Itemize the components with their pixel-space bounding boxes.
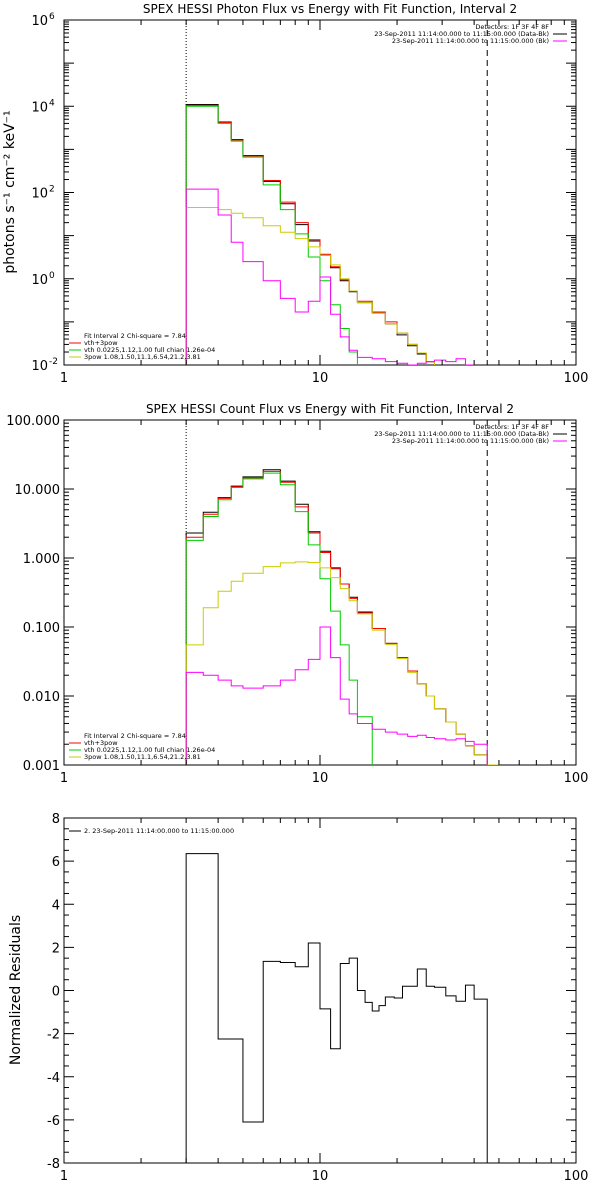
count-flux-title: SPEX HESSI Count Flux vs Energy with Fit… bbox=[146, 402, 514, 416]
residuals-axes: 1 10 100 -8 -6 -4 -2 0 2 4 6 8 bbox=[47, 812, 588, 1184]
x-tick-label: 10 bbox=[312, 1169, 329, 1184]
photon-flux-ylabel: photons s⁻¹ cm⁻² keV⁻¹ bbox=[2, 110, 18, 273]
count-flux-axes: 1 10 100 0.001 0.010 0.100 1.000 10.000 100.000 bbox=[6, 414, 588, 786]
legend-header: Detectors: 1F 3F 4F 8F bbox=[475, 23, 549, 31]
y-tick-label: -6 bbox=[47, 1114, 60, 1129]
y-tick-label: 0.001 bbox=[23, 759, 60, 774]
series-line-vth+3pow bbox=[185, 104, 435, 365]
x-tick-label: 100 bbox=[564, 1169, 589, 1184]
count-flux-panel: SPEX HESSI Count Flux vs Energy with Fit… bbox=[6, 402, 588, 786]
y-tick-label: 1.000 bbox=[23, 552, 60, 567]
y-tick-label: 6 bbox=[52, 855, 60, 870]
fit-legend-header: Fit Interval 2 Chi-square = 7.84 bbox=[84, 732, 186, 740]
legend-entry-label: 23-Sep-2011 11:14:00.000 to 11:15:00.000… bbox=[392, 437, 549, 445]
y-tick-label: 4 bbox=[52, 898, 60, 913]
legend-entry-label: 23-Sep-2011 11:14:00.000 to 11:15:00.000… bbox=[374, 430, 549, 438]
residuals-panel: Normalized Residuals 1 10 100 -8 -6 -4 -2 0 2 4 6 8… bbox=[8, 812, 588, 1184]
y-tick-exponent: -2 bbox=[49, 357, 58, 367]
x-tick-label: 1 bbox=[60, 771, 68, 786]
photon-flux-title: SPEX HESSI Photon Flux vs Energy with Fi… bbox=[143, 2, 517, 16]
series-line-data bbox=[185, 469, 488, 765]
photon-flux-plot-frame bbox=[63, 19, 577, 366]
y-tick-label: 10 bbox=[31, 273, 48, 288]
legend-entry-label: 23-Sep-2011 11:14:00.000 to 11:15:00.000… bbox=[392, 37, 549, 45]
y-tick-label: 0.010 bbox=[23, 690, 60, 705]
fit-legend-label: 2. 23-Sep-2011 11:14:00.000 to 11:15:00.… bbox=[84, 827, 234, 835]
x-tick-label: 100 bbox=[564, 371, 589, 386]
y-tick-label: -8 bbox=[47, 1157, 60, 1172]
series-line-2. 23-Sep-2011 11:14:00.000 to 11:15:00.000 bbox=[185, 853, 488, 1163]
residuals-legend: 2. 23-Sep-2011 11:14:00.000 to 11:15:00.… bbox=[69, 827, 234, 835]
fit-legend-label: vth 0.0225,1.12,1.00 full chian 1.26e-04 bbox=[84, 746, 215, 754]
legend-header: Detectors: 1F 3F 4F 8F bbox=[475, 423, 549, 431]
photon-flux-panel: SPEX HESSI Photon Flux vs Energy with Fi… bbox=[2, 2, 588, 386]
y-tick-label: 10 bbox=[31, 100, 48, 115]
legend-entry-label: 23-Sep-2011 11:14:00.000 to 11:15:00.000… bbox=[374, 30, 549, 38]
photon-flux-series-group bbox=[185, 20, 488, 365]
series-line-vth+3pow bbox=[185, 470, 500, 765]
fit-legend-label: 3pow 1.08,1.50,11.1,6.54,21.2,3.81 bbox=[84, 753, 201, 761]
series-line-vth bbox=[185, 472, 373, 765]
y-tick-label: 10 bbox=[31, 14, 48, 29]
fit-legend-label: vth+3pow bbox=[84, 739, 118, 747]
y-tick-label: -2 bbox=[47, 1028, 60, 1043]
fit-legend-header: Fit Interval 2 Chi-square = 7.84 bbox=[84, 332, 186, 340]
y-tick-label: 10 bbox=[31, 187, 48, 202]
series-line-data bbox=[185, 103, 435, 365]
series-line-vth bbox=[185, 105, 358, 365]
x-tick-label: 10 bbox=[312, 371, 329, 386]
count-flux-series-group bbox=[185, 420, 500, 765]
fit-legend-label: vth 0.0225,1.12,1.00 full chian 1.26e-04 bbox=[84, 346, 215, 354]
y-tick-exponent: 6 bbox=[49, 12, 55, 22]
y-tick-label: 2 bbox=[52, 941, 60, 956]
series-line-3pow bbox=[185, 561, 500, 765]
series-line-Bk bbox=[185, 188, 475, 365]
y-tick-label: 10.000 bbox=[15, 483, 61, 498]
x-tick-label: 1 bbox=[60, 1169, 68, 1184]
y-tick-label: 0.100 bbox=[23, 621, 60, 636]
y-tick-label: 0 bbox=[52, 985, 60, 1000]
residuals-ylabel: Normalized Residuals bbox=[8, 915, 24, 1065]
y-tick-label: 8 bbox=[52, 812, 60, 827]
fit-legend-label: 3pow 1.08,1.50,11.1,6.54,21.2,3.81 bbox=[84, 353, 201, 361]
y-tick-exponent: 4 bbox=[49, 98, 55, 108]
fit-legend-label: vth+3pow bbox=[84, 339, 118, 347]
y-tick-label: 10 bbox=[31, 359, 48, 374]
x-tick-label: 100 bbox=[564, 771, 589, 786]
y-tick-label: 100.000 bbox=[6, 414, 60, 429]
series-line-3pow bbox=[185, 206, 435, 365]
count-flux-plot-frame bbox=[63, 419, 577, 766]
residuals-series-group bbox=[185, 853, 488, 1163]
y-tick-label: -4 bbox=[47, 1071, 60, 1086]
series-line-Bk bbox=[185, 626, 488, 765]
y-tick-exponent: 0 bbox=[49, 271, 55, 281]
x-tick-label: 1 bbox=[60, 371, 68, 386]
x-tick-label: 10 bbox=[312, 771, 329, 786]
y-tick-exponent: 2 bbox=[49, 185, 55, 195]
